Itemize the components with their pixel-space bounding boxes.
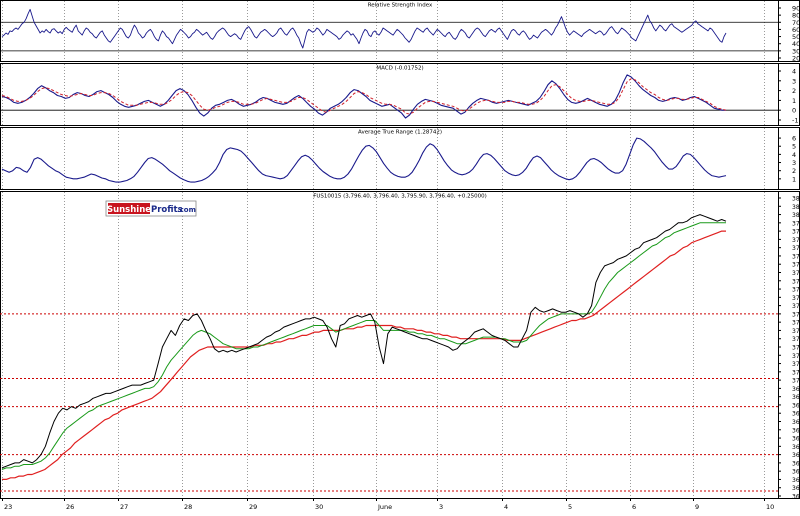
price-panel-ytick-label-25: 3685 [792, 402, 800, 409]
xtick-label-12: 10 [766, 503, 774, 511]
price-panel-ytick-label-31: 3655 [792, 452, 800, 459]
rsi-panel-ytick-label-7: 20 [792, 55, 800, 63]
sunshine-profits-logo: Sunshine Profits.com [105, 200, 197, 217]
short-moving-average [1, 222, 726, 470]
macd-panel-frame [0, 63, 800, 126]
price-panel-ytick-label-19: 3715 [792, 353, 800, 360]
price-panel-ytick-label-1: 3805 [792, 204, 800, 211]
price-panel-ytick-label-15: 3735 [792, 320, 800, 327]
macd-line [1, 74, 726, 119]
price-panel-ytick-label-0: 3810 [792, 196, 800, 203]
price-panel-ytick-label-3: 3795 [792, 220, 800, 227]
price-panel-ytick-label-6: 3780 [792, 245, 800, 252]
xtick-label-2: 27 [120, 503, 128, 511]
macd-panel-ytick-label-4: 0 [792, 107, 796, 115]
rsi-panel-ytick-label-4: 50 [792, 33, 800, 41]
price-panel-ytick-label-5: 3785 [792, 237, 800, 244]
price-panel-ytick-label-14: 3740 [792, 311, 800, 318]
logo-red-block [108, 203, 150, 214]
xtick-label-6: June [377, 503, 392, 511]
price-panel-ytick-label-16: 3730 [792, 328, 800, 335]
price-panel-ytick-label-33: 3645 [792, 469, 800, 476]
rsi-line [1, 8, 727, 49]
price-panel-title: FUS10015 (3,796.40, 3,796.40, 3,795.90, … [313, 194, 487, 200]
price-panel-ytick-label-7: 3775 [792, 253, 800, 260]
price-panel-ytick-label-36: 3630 [792, 494, 800, 501]
price-panel-ytick-label-20: 3710 [792, 361, 800, 368]
xtick-label-7: 3 [439, 503, 443, 511]
macd-signal-line [1, 78, 727, 115]
macd-panel-ytick-label-1: 3 [792, 77, 796, 85]
atr-panel-ytick-label-3: 3 [792, 159, 796, 167]
price-panel-ytick-label-21: 3705 [792, 369, 800, 376]
atr-panel-ytick-label-1: 5 [792, 143, 796, 151]
macd-panel-ytick-label-5: -1 [792, 117, 798, 125]
atr-panel-frame [0, 127, 800, 190]
price-panel-ytick-label-18: 3720 [792, 345, 800, 352]
long-moving-average [2, 230, 726, 480]
price-panel-ytick-label-9: 3765 [792, 270, 800, 277]
price-panel-ytick-label-32: 3650 [792, 460, 800, 467]
atr-panel-title: Average True Range (1.28742) [358, 130, 442, 136]
price-panel-ytick-label-28: 3670 [792, 427, 800, 434]
macd-panel-ytick-label-0: 4 [792, 68, 796, 76]
price-panel-ytick-label-8: 3770 [792, 262, 800, 269]
panel-frames [0, 0, 800, 499]
price-panel-ytick-label-4: 3790 [792, 229, 800, 236]
price-panel-ytick-label-27: 3675 [792, 419, 800, 426]
price-panel-ytick-label-13: 3745 [792, 303, 800, 310]
xtick-label-1: 26 [66, 503, 74, 511]
atr-panel-ytick-label-5: 1 [792, 175, 796, 183]
macd-panel-ytick-label-2: 2 [792, 87, 796, 95]
rsi-panel-ytick-label-1: 80 [792, 12, 800, 20]
rsi-panel-ytick-label-6: 30 [792, 47, 800, 55]
macd-panel-ytick-label-3: 1 [792, 97, 796, 105]
rsi-panel-ytick-label-5: 40 [792, 40, 800, 48]
price-panel-ytick-label-24: 3690 [792, 394, 800, 401]
rsi-panel-frame [0, 0, 800, 62]
price-panel-ytick-label-17: 3725 [792, 336, 800, 343]
price-panel-frame [0, 191, 800, 499]
series-lines [1, 8, 727, 480]
price-panel-ytick-label-29: 3665 [792, 436, 800, 443]
price-panel-ytick-label-23: 3695 [792, 386, 800, 393]
price-panel-ytick-label-12: 3750 [792, 295, 800, 302]
atr-panel-ytick-label-2: 4 [792, 151, 796, 159]
xtick-label-5: 30 [315, 503, 323, 511]
price-panel-ytick-label-2: 3800 [792, 212, 800, 219]
price-panel-ytick-label-11: 3755 [792, 287, 800, 294]
xtick-label-9: 5 [568, 503, 572, 511]
price-panel-ytick-label-26: 3680 [792, 411, 800, 418]
price-panel-ytick-label-34: 3640 [792, 477, 800, 484]
rsi-panel-ytick-label-3: 60 [792, 26, 800, 34]
price-panel-ytick-label-30: 3660 [792, 444, 800, 451]
rsi-panel-ytick-label-0: 90 [792, 5, 800, 13]
xtick-label-10: 6 [632, 503, 636, 511]
xtick-label-3: 28 [184, 503, 192, 511]
atr-panel-ytick-label-4: 2 [792, 167, 796, 175]
xtick-label-8: 4 [504, 503, 508, 511]
atr-line [1, 137, 727, 183]
grid-lines [0, 1, 781, 501]
price-panel-ytick-label-22: 3700 [792, 378, 800, 385]
xtick-label-4: 29 [249, 503, 257, 511]
rsi-panel-title: Relative Strength Index [368, 3, 433, 9]
macd-panel-title: MACD (-0.01752) [376, 66, 423, 72]
atr-panel-ytick-label-0: 6 [792, 135, 796, 143]
price-panel-ytick-label-35: 3635 [792, 485, 800, 492]
rsi-panel-ytick-label-2: 70 [792, 19, 800, 27]
price-panel-ytick-label-10: 3760 [792, 278, 800, 285]
xtick-label-0: 23 [4, 503, 12, 511]
price-line [1, 214, 727, 469]
logo-text-profits: Profits [151, 205, 183, 215]
xtick-label-11: 9 [695, 503, 699, 511]
logo-text-sunshine: Sunshine [107, 205, 151, 215]
logo-text-com: .com [177, 206, 196, 214]
